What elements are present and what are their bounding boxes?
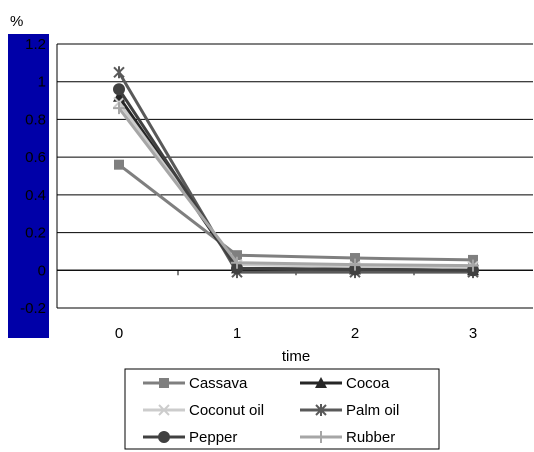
series-line [117,88,474,272]
legend-item: Pepper [143,429,237,446]
data-point [315,377,327,388]
x-tick-labels: 0 1 2 3 [115,325,477,342]
legend-item: Cassava [143,375,248,392]
data-point [158,431,170,443]
data-point [349,258,361,271]
legend-label: Cassava [189,375,248,392]
y-tick-label: -0.2 [20,300,46,317]
legend-label: Rubber [346,429,395,446]
legend-item: Cocoa [300,375,390,392]
series-line [117,71,473,274]
data-point [114,159,124,170]
series-line [117,101,473,269]
data-point [315,431,327,443]
series-line [118,163,474,262]
data-point [113,83,125,96]
x-axis-label: time [282,348,310,365]
legend-item: Palm oil [300,402,399,419]
legend: Cassava Cocoa Coconut oil Palm oil Pepper Rub… [124,368,440,450]
x-tick-label: 2 [351,325,359,342]
x-tick-label: 0 [115,325,123,342]
y-tick-label: 0.8 [25,111,46,128]
data-point [159,378,169,388]
series-rubber [113,102,479,272]
data-point [315,404,327,416]
y-tick-label: 1.2 [25,36,46,53]
series-group [113,66,479,279]
series-line [117,95,474,272]
data-point [232,250,242,261]
y-tick-label: 0.6 [25,149,46,166]
data-point [113,66,125,79]
data-point [467,259,479,272]
legend-label: Palm oil [346,402,399,419]
legend-item: Rubber [300,429,395,446]
x-tick-label: 3 [469,325,477,342]
data-point [231,256,243,269]
series-coconut-oil [113,96,479,273]
y-tick-label: 0.2 [25,225,46,242]
x-tick-label: 1 [233,325,241,342]
y-tick-label: 1 [38,74,46,91]
y-tick-label: 0 [38,262,46,279]
data-point [350,253,360,264]
series-cocoa [113,90,479,276]
legend-label: Pepper [189,429,237,446]
y-axis-band [8,34,49,338]
legend-label: Coconut oil [189,402,264,419]
y-tick-label: 0.4 [25,187,46,204]
data-point [158,404,170,416]
series-line [117,107,474,268]
legend-label: Cocoa [346,375,390,392]
data-point [113,102,125,115]
y-axis-label: % [10,13,23,30]
series-pepper [113,83,479,277]
legend-item: Coconut oil [143,402,264,419]
y-tick-labels: 1.2 1 0.8 0.6 0.4 0.2 0 -0.2 [20,36,46,317]
